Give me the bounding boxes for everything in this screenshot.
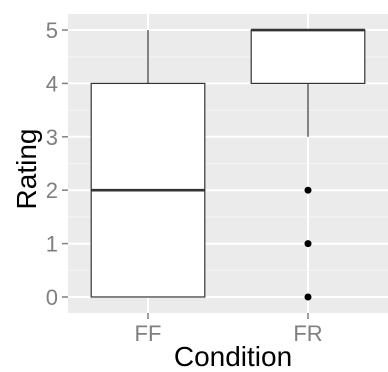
y-tick-label: 5 [46, 18, 58, 43]
outlier-point [304, 186, 312, 194]
axes: 0 1 2 3 4 5 FF FR [46, 18, 323, 346]
box-fr [250, 28, 366, 301]
x-tick-label: FR [293, 321, 322, 346]
outlier-point [304, 240, 312, 248]
y-tick-label: 3 [46, 125, 58, 150]
y-axis-title: Rating [11, 129, 42, 210]
y-tick-label: 1 [46, 232, 58, 257]
outlier-point [304, 293, 312, 301]
x-tick-label: FF [135, 321, 162, 346]
y-tick-label: 4 [46, 71, 58, 96]
y-tick-label: 2 [46, 178, 58, 203]
box-ff [90, 30, 206, 298]
box-marks [90, 28, 366, 301]
x-axis-title: Condition [174, 341, 292, 372]
box-body [250, 29, 366, 85]
y-tick-label: 0 [46, 285, 58, 310]
